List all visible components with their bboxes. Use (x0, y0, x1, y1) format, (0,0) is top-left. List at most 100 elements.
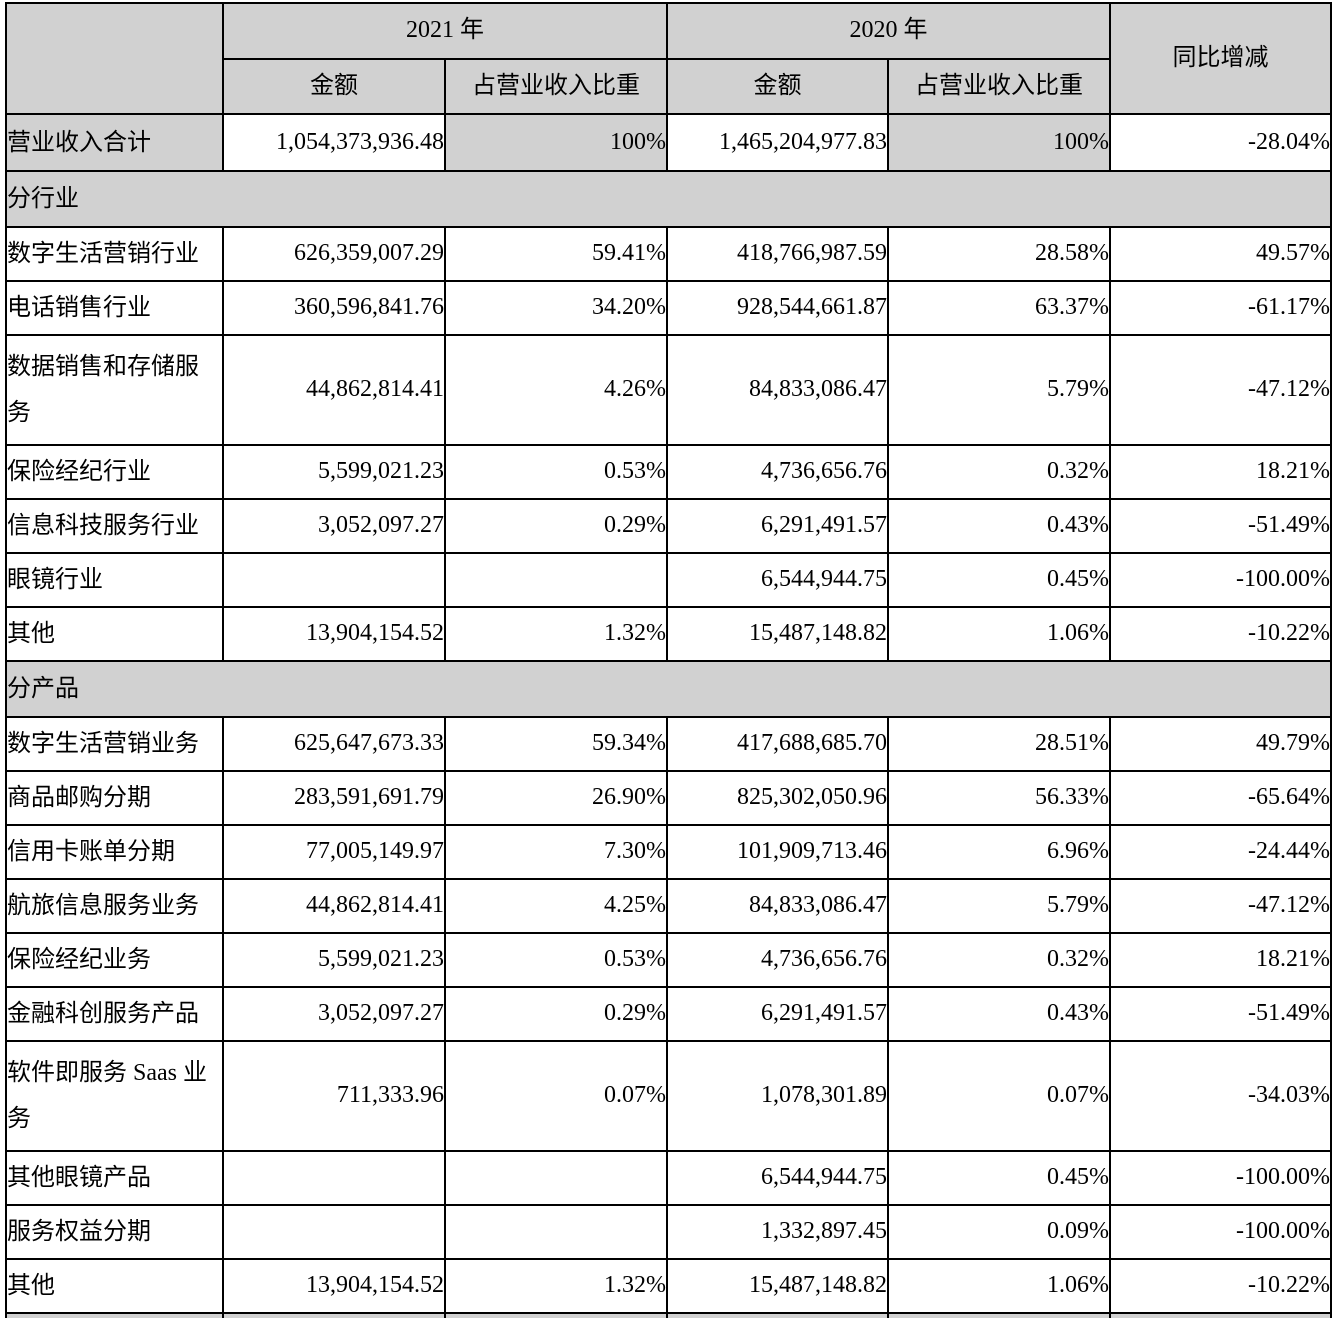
amount-2020-cell: 4,736,656.76 (666, 932, 889, 988)
row-label-cell: 眼镜行业 (5, 552, 224, 608)
table-row: 服务权益分期 1,332,897.45 0.09% -100.00% (5, 1204, 1332, 1260)
ratio-2021-cell: 4.25% (444, 878, 668, 934)
yoy-change-cell: -10.22% (1109, 606, 1332, 662)
yoy-change-cell: 18.21% (1109, 932, 1332, 988)
ratio-2021-cell: 100% (444, 113, 668, 172)
amount-header-2021: 金额 (222, 58, 446, 115)
amount-2021-cell: 360,596,841.76 (222, 280, 446, 336)
section-row: 分产品 (5, 660, 1332, 718)
amount-2020-cell: 418,766,987.59 (666, 226, 889, 282)
amount-2021-cell: 3,052,097.27 (222, 498, 446, 554)
year-2020-header: 2020 年 (666, 2, 1111, 60)
yoy-change-cell: -100.00% (1109, 1150, 1332, 1206)
amount-2021-cell: 283,591,691.79 (222, 770, 446, 826)
table-row: 数据销售和存储服务 44,862,814.41 4.26% 84,833,086.47… (5, 334, 1332, 446)
amount-2020-cell: 15,487,148.82 (666, 1258, 889, 1314)
ratio-header-2021: 占营业收入比重 (444, 58, 668, 115)
yoy-change-cell: 49.79% (1109, 716, 1332, 772)
amount-2020-cell: 417,688,685.70 (666, 716, 889, 772)
ratio-2021-cell: 7.30% (444, 824, 668, 880)
yoy-change-cell: -47.12% (1109, 878, 1332, 934)
section-header-cell: 分行业 (5, 170, 1332, 228)
table-row: 眼镜行业 6,544,944.75 0.45% -100.00% (5, 552, 1332, 608)
ratio-2021-cell (444, 1150, 668, 1206)
amount-2021-cell (222, 552, 446, 608)
amount-2020-cell: 825,302,050.96 (666, 770, 889, 826)
row-label-cell: 其他 (5, 1258, 224, 1314)
amount-2021-cell (222, 1204, 446, 1260)
ratio-2021-cell: 34.20% (444, 280, 668, 336)
amount-2021-cell: 13,904,154.52 (222, 606, 446, 662)
ratio-2021-cell: 0.07% (444, 1040, 668, 1152)
row-label-cell: 保险经纪业务 (5, 932, 224, 988)
table-row: 软件即服务 Saas 业务 711,333.96 0.07% 1,078,301.89… (5, 1040, 1332, 1152)
yoy-change-cell: -24.44% (1109, 824, 1332, 880)
ratio-2020-cell: 1.06% (887, 1258, 1111, 1314)
ratio-2020-cell: 0.32% (887, 444, 1111, 500)
ratio-2020-cell: 28.51% (887, 716, 1111, 772)
amount-2021-cell: 5,599,021.23 (222, 444, 446, 500)
amount-2020-cell: 4,736,656.76 (666, 444, 889, 500)
table-body: 营业收入合计 1,054,373,936.48 100% 1,465,204,977.… (5, 113, 1332, 1318)
amount-2021-cell: 5,599,021.23 (222, 932, 446, 988)
ratio-2020-cell: 5.79% (887, 878, 1111, 934)
table-row: 保险经纪行业 5,599,021.23 0.53% 4,736,656.76 0.32%… (5, 444, 1332, 500)
amount-2021-cell: 3,052,097.27 (222, 986, 446, 1042)
header-row-subcolumns: 金额 占营业收入比重 金额 占营业收入比重 (6, 58, 1331, 115)
table-row: 信用卡账单分期 77,005,149.97 7.30% 101,909,713.46 6… (5, 824, 1332, 880)
yoy-change-cell: -100.00% (1109, 1204, 1332, 1260)
ratio-2020-cell: 5.79% (887, 334, 1111, 446)
section-header-cell: 分产品 (5, 660, 1332, 718)
ratio-2020-cell: 0.45% (887, 552, 1111, 608)
amount-2021-cell: 711,333.96 (222, 1040, 446, 1152)
row-label-cell (5, 1312, 224, 1318)
amount-2020-cell: 84,833,086.47 (666, 878, 889, 934)
row-label-cell: 软件即服务 Saas 业务 (5, 1040, 224, 1152)
table-row: 保险经纪业务 5,599,021.23 0.53% 4,736,656.76 0.32%… (5, 932, 1332, 988)
table-row: 电话销售行业 360,596,841.76 34.20% 928,544,661.87… (5, 280, 1332, 336)
table-row: 营业收入合计 1,054,373,936.48 100% 1,465,204,977.… (5, 113, 1332, 172)
amount-2021-cell: 44,862,814.41 (222, 334, 446, 446)
ratio-2020-cell: 0.43% (887, 498, 1111, 554)
ratio-2020-cell (887, 1312, 1111, 1318)
amount-2020-cell: 1,078,301.89 (666, 1040, 889, 1152)
row-label-cell: 信用卡账单分期 (5, 824, 224, 880)
table-row (5, 1312, 1332, 1318)
row-label-cell: 金融科创服务产品 (5, 986, 224, 1042)
amount-2020-cell: 6,291,491.57 (666, 986, 889, 1042)
amount-2020-cell: 928,544,661.87 (666, 280, 889, 336)
amount-2020-cell (666, 1312, 889, 1318)
amount-2021-cell: 625,647,673.33 (222, 716, 446, 772)
ratio-2020-cell: 0.09% (887, 1204, 1111, 1260)
ratio-2021-cell: 1.32% (444, 606, 668, 662)
ratio-2020-cell: 28.58% (887, 226, 1111, 282)
ratio-2020-cell: 0.45% (887, 1150, 1111, 1206)
amount-2021-cell: 626,359,007.29 (222, 226, 446, 282)
yoy-change-cell: -34.03% (1109, 1040, 1332, 1152)
ratio-2021-cell: 59.34% (444, 716, 668, 772)
corner-empty-cell (5, 2, 224, 115)
ratio-2021-cell: 59.41% (444, 226, 668, 282)
revenue-breakdown-table: 2021 年 2020 年 同比增减 金额 占营业收入比重 金额 占营业收入比重… (5, 2, 1332, 1318)
table-row: 其他 13,904,154.52 1.32% 15,487,148.82 1.06% -1… (5, 606, 1332, 662)
row-label-cell: 商品邮购分期 (5, 770, 224, 826)
amount-2020-cell: 84,833,086.47 (666, 334, 889, 446)
row-label-cell: 航旅信息服务业务 (5, 878, 224, 934)
table-row: 金融科创服务产品 3,052,097.27 0.29% 6,291,491.57 0.4… (5, 986, 1332, 1042)
ratio-2020-cell: 0.07% (887, 1040, 1111, 1152)
ratio-2021-cell: 0.29% (444, 986, 668, 1042)
ratio-2020-cell: 0.32% (887, 932, 1111, 988)
yoy-change-cell: -65.64% (1109, 770, 1332, 826)
ratio-2021-cell (444, 552, 668, 608)
ratio-header-2020: 占营业收入比重 (887, 58, 1111, 115)
header-row-years: 2021 年 2020 年 同比增减 (5, 2, 1332, 115)
ratio-2021-cell: 0.53% (444, 932, 668, 988)
ratio-2020-cell: 63.37% (887, 280, 1111, 336)
table-row: 航旅信息服务业务 44,862,814.41 4.25% 84,833,086.47 5… (5, 878, 1332, 934)
ratio-2021-cell: 4.26% (444, 334, 668, 446)
amount-2021-cell: 77,005,149.97 (222, 824, 446, 880)
table-row: 数字生活营销行业 626,359,007.29 59.41% 418,766,987.… (5, 226, 1332, 282)
section-row: 分行业 (5, 170, 1332, 228)
row-label-cell: 营业收入合计 (5, 113, 224, 172)
